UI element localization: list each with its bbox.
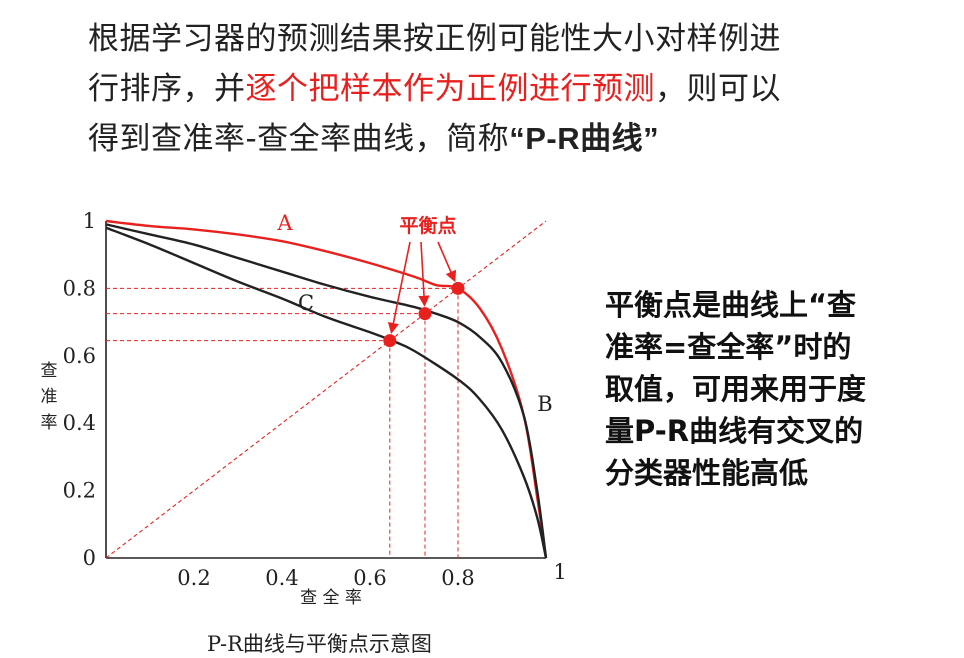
y-tick-label-4: 0.8 [63, 276, 96, 300]
break-even-arrow-0 [387, 241, 411, 335]
curve-label-A: A [276, 211, 293, 235]
x-tick-label-4: 1 [553, 560, 566, 584]
side-line-2: 准率=查全率”时的 [605, 330, 852, 364]
break-even-arrow-2 [437, 241, 457, 283]
x-tick-label-0: 0.2 [177, 566, 210, 590]
chart-caption: P-R曲线与平衡点示意图 [207, 632, 432, 656]
y-tick-label-1: 0.2 [63, 479, 96, 503]
break-even-point-B [418, 307, 432, 321]
intro-line-3: 得到查准率-查全率曲线，简称“P-R曲线” [88, 114, 908, 164]
y-axis-title-char-0: 查 [41, 361, 58, 381]
break-even-label: 平衡点 [399, 214, 456, 237]
side-line-5: 分类器性能高低 [605, 456, 809, 490]
x-tick-label-3: 0.8 [441, 566, 474, 590]
y-tick-label-2: 0.4 [63, 411, 96, 435]
curve-B [105, 223, 548, 559]
intro-line-3-start: 得到查准率-查全率曲线，简称 [88, 121, 510, 157]
break-even-explanation: 平衡点是曲线上“查 准率=查全率”时的 取值，可用来用于度 量P-R曲线有交叉的… [605, 284, 935, 494]
x-axis-title: 查 全 率 [300, 588, 362, 608]
curve-C [105, 226, 548, 559]
x-tick-label-1: 0.4 [265, 566, 298, 590]
intro-line-2-start: 行排序，并 [88, 71, 246, 107]
y-axis-title-char-2: 率 [41, 413, 58, 433]
intro-line-1: 根据学习器的预测结果按正例可能性大小对样例进 [88, 21, 781, 57]
curve-label-B: B [537, 392, 552, 416]
side-line-3: 取值，可用来用于度 [605, 372, 867, 406]
intro-line-2-end: ，则可以 [655, 71, 781, 107]
break-even-point-A [451, 281, 465, 295]
intro-text: 根据学习器的预测结果按正例可能性大小对样例进 行排序，并逐个把样本作为正例进行预… [88, 14, 908, 164]
break-even-point-C [383, 334, 397, 348]
side-line-1: 平衡点是曲线上“查 [605, 288, 857, 322]
curve-label-C: C [298, 291, 314, 315]
intro-line-3-term: “P-R曲线” [509, 121, 660, 156]
x-tick-label-2: 0.6 [353, 566, 386, 590]
side-line-4: 量P-R曲线有交叉的 [605, 414, 864, 448]
diagonal-reference-line [105, 220, 547, 559]
break-even-arrow-1 [418, 241, 430, 307]
y-tick-label-0: 0 [83, 546, 96, 570]
y-axis-title-char-1: 准 [41, 387, 58, 407]
intro-line-2-highlight: 逐个把样本作为正例进行预测 [245, 71, 655, 107]
intro-line-2: 行排序，并逐个把样本作为正例进行预测，则可以 [88, 64, 908, 114]
y-tick-label-5: 1 [83, 209, 96, 233]
y-tick-label-3: 0.6 [63, 344, 96, 368]
